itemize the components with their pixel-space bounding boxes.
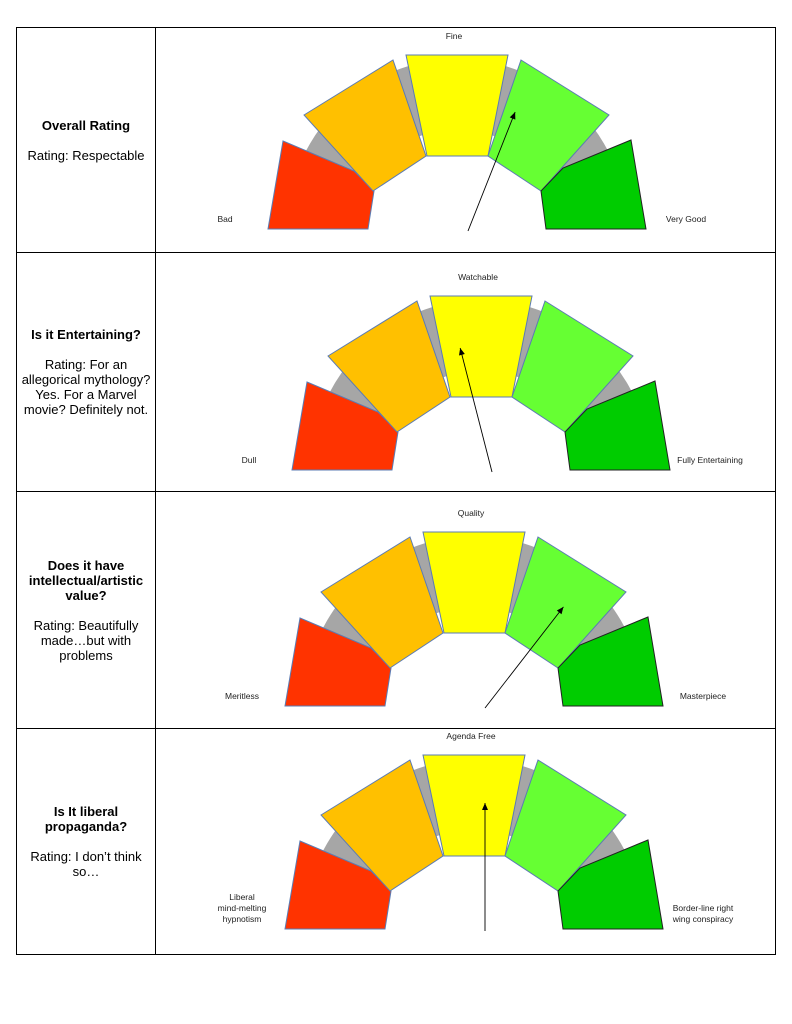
rating-text: Rating: Beautifully made…but with proble… [33,617,139,663]
table-row: Does it have intellectual/artistic value… [16,491,776,729]
gauge-cell: Fine Bad Very Good [155,27,776,253]
gauge-segment-best [564,380,671,471]
question-cell: Is It liberal propaganda? Rating: I don’t… [16,728,156,955]
rating-text: Rating: I don’t think so… [30,849,142,879]
gauge-cell: Watchable Dull Fully Entertaining [155,252,776,492]
gauge-chart: Watchable Dull Fully Entertaining [242,272,743,473]
gauge-segment-bad [267,140,375,230]
gauge: Watchable Dull Fully Entertaining [242,272,743,473]
gauge-chart: Fine Bad Very Good [217,31,706,232]
gauge-cell: Agenda Free Liberal mind-melting hypnotism B… [155,728,776,955]
table-row: Is it Entertaining? Rating: For an allego… [16,252,776,492]
gauge: Quality Meritless Masterpiece [225,508,727,709]
gauge-segment-bad [284,840,392,930]
needle-arrowhead-icon [482,803,488,810]
gauge-left-label: Bad [217,214,232,224]
gauge-needle [459,347,493,473]
needle-arrowhead-icon [556,606,564,615]
question-cell: Is it Entertaining? Rating: For an allego… [16,252,156,492]
question-cell: Does it have intellectual/artistic value… [16,491,156,729]
gauge: Fine Bad Very Good [217,31,706,232]
gauge-left-label: Meritless [225,691,259,701]
ratings-table: Overall Rating Rating: Respectable Fine Ba… [16,27,776,955]
needle-arrowhead-icon [509,111,516,120]
gauge-right-label: Border-line right [673,903,734,913]
gauge-segment-poor [327,300,451,433]
gauge-top-label: Agenda Free [446,731,495,741]
gauge-segment-best [557,839,664,930]
needle-arrowhead-icon [459,348,465,356]
gauge-needle [467,111,516,232]
gauge-right-label: Masterpiece [680,691,727,701]
gauge-segment-bad [291,381,399,471]
gauge-segment-bad [284,617,392,707]
question-title: Is It liberal propaganda? [44,804,128,834]
gauge-right-label: Fully Entertaining [677,455,743,465]
question-title: Does it have intellectual/artistic value… [28,557,144,603]
gauge-cell: Quality Meritless Masterpiece [155,491,776,729]
gauge-segment-poor [320,536,444,669]
rating-text: Rating: Respectable [27,147,145,163]
gauge-segment-poor [320,759,444,892]
gauge-segment-poor [303,59,427,192]
question-cell: Overall Rating Rating: Respectable [16,27,156,253]
gauge-left-label: mind-melting [218,903,267,913]
gauge-top-label: Fine [446,31,463,41]
gauge-right-label: wing conspiracy [672,914,734,924]
gauge-segment-best [557,616,664,707]
gauge-right-label: Very Good [666,214,706,224]
gauge-left-label: hypnotism [223,914,262,924]
gauge-left-label: Liberal [229,892,255,902]
gauge-needle [484,606,564,709]
gauge-top-label: Quality [458,508,485,518]
gauge-chart: Quality Meritless Masterpiece [225,508,727,709]
gauge-left-label: Dull [242,455,257,465]
gauge-segment-best [540,139,647,230]
table-row: Is It liberal propaganda? Rating: I don’t… [16,728,776,955]
question-title: Overall Rating [41,117,131,133]
question-title: Is it Entertaining? [31,327,141,342]
rating-text: Rating: For an allegorical mythology? Ye… [21,357,151,417]
table-row: Overall Rating Rating: Respectable Fine Ba… [16,27,776,253]
gauge-top-label: Watchable [458,272,498,282]
